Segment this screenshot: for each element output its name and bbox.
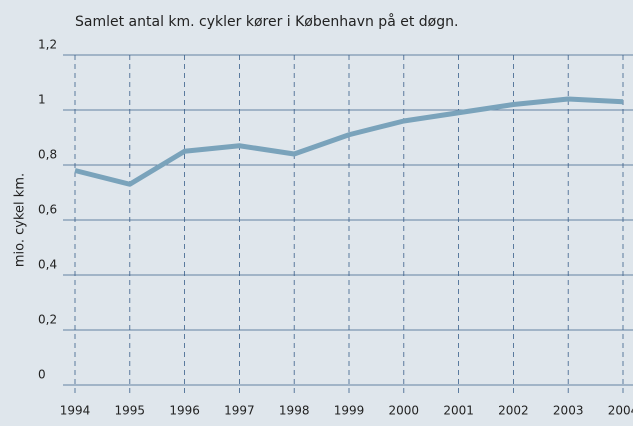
x-tick-label: 1999 — [334, 404, 365, 418]
y-tick-label: 0,8 — [38, 148, 57, 162]
y-tick-label: 0,4 — [38, 258, 57, 272]
y-tick-label: 1 — [38, 93, 46, 107]
x-tick-label: 2004 — [608, 404, 633, 418]
y-tick-label: 0,6 — [38, 203, 57, 217]
x-tick-label: 2001 — [443, 404, 474, 418]
x-tick-label: 1997 — [224, 404, 255, 418]
chart-title: Samlet antal km. cykler kører i Københav… — [75, 13, 458, 30]
line — [74, 96, 624, 187]
x-tick-label: 1996 — [169, 404, 200, 418]
y-axis-label: mio. cykel km. — [13, 173, 28, 267]
x-tick-label: 2000 — [389, 404, 420, 418]
x-tick-label: 1995 — [115, 404, 146, 418]
y-tick-label: 1,2 — [38, 38, 57, 52]
y-tick-label: 0 — [38, 368, 46, 382]
x-tick-label: 1994 — [60, 404, 91, 418]
y-tick-label: 0,2 — [38, 313, 57, 327]
x-tick-label: 1998 — [279, 404, 310, 418]
x-tick-label: 2003 — [553, 404, 584, 418]
x-tick-label: 2002 — [498, 404, 529, 418]
